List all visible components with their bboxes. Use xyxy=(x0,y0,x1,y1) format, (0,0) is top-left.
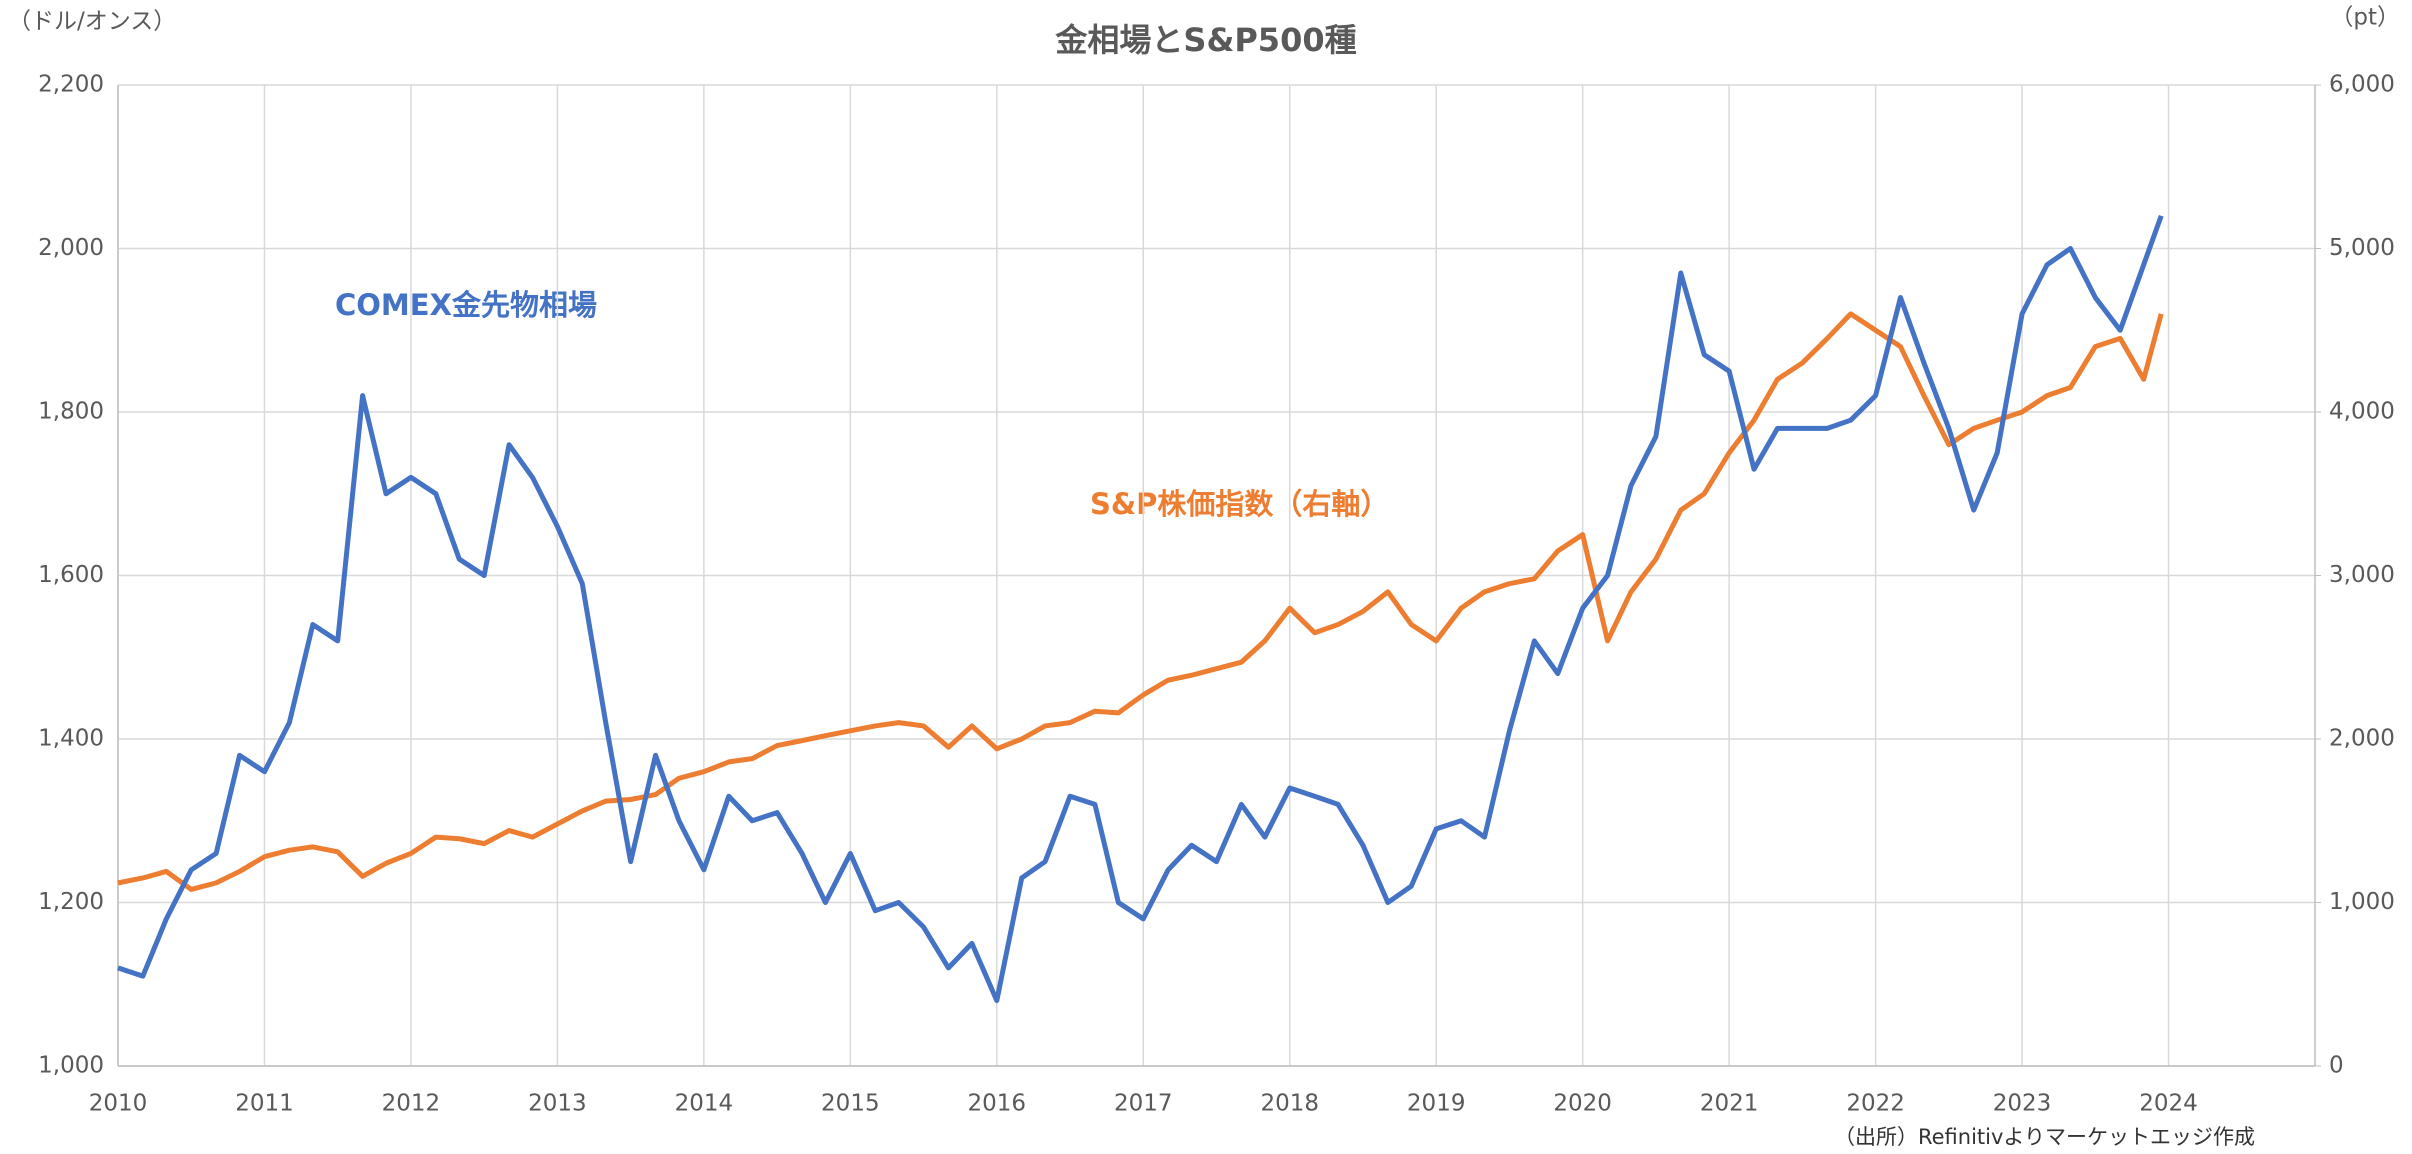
y-tick-label: 1,800 xyxy=(38,399,104,425)
y2-axis-label: （pt） xyxy=(2330,5,2400,31)
annotation: COMEX金先物相場 xyxy=(335,288,597,322)
y2-tick-label: 4,000 xyxy=(2329,399,2395,425)
x-tick-label: 2019 xyxy=(1407,1091,1466,1117)
y-tick-label: 2,200 xyxy=(38,72,104,98)
y2-tick-label: 3,000 xyxy=(2329,562,2395,588)
x-tick-label: 2023 xyxy=(1993,1091,2052,1117)
x-tick-label: 2020 xyxy=(1553,1091,1612,1117)
x-tick-label: 2018 xyxy=(1260,1091,1319,1117)
chart-title: 金相場とS&P500種 xyxy=(1054,21,1356,59)
x-tick-label: 2021 xyxy=(1700,1091,1759,1117)
series-line xyxy=(117,214,2164,1004)
y-axis-label: （ドル/オンス） xyxy=(8,9,176,35)
x-tick-label: 2013 xyxy=(528,1091,587,1117)
x-tick-label: 2012 xyxy=(382,1091,441,1117)
series-line xyxy=(117,311,2164,892)
x-tick-label: 2022 xyxy=(1846,1091,1905,1117)
y-tick-label: 1,400 xyxy=(38,726,104,752)
y-tick-label: 1,600 xyxy=(38,562,104,588)
source: （出所）Refinitivよりマーケットエッジ作成 xyxy=(1834,1125,2255,1149)
y2-tick-label: 2,000 xyxy=(2329,726,2395,752)
y-tick-label: 2,000 xyxy=(38,235,104,261)
x-tick-label: 2010 xyxy=(89,1091,148,1117)
x-tick-label: 2014 xyxy=(675,1091,734,1117)
x-tick-label: 2016 xyxy=(968,1091,1027,1117)
y2-tick-label: 6,000 xyxy=(2329,72,2395,98)
y2-tick-label: 1,000 xyxy=(2329,889,2395,915)
x-tick-label: 2011 xyxy=(235,1091,294,1117)
y2-tick-label: 5,000 xyxy=(2329,235,2395,261)
x-tick-label: 2024 xyxy=(2139,1091,2198,1117)
y-tick-label: 1,000 xyxy=(38,1053,104,1079)
y-tick-label: 1,200 xyxy=(38,889,104,915)
annotation: S&P株価指数（右軸） xyxy=(1090,487,1389,521)
x-tick-label: 2017 xyxy=(1114,1091,1173,1117)
y2-tick-label: 0 xyxy=(2329,1053,2344,1079)
x-tick-label: 2015 xyxy=(821,1091,880,1117)
